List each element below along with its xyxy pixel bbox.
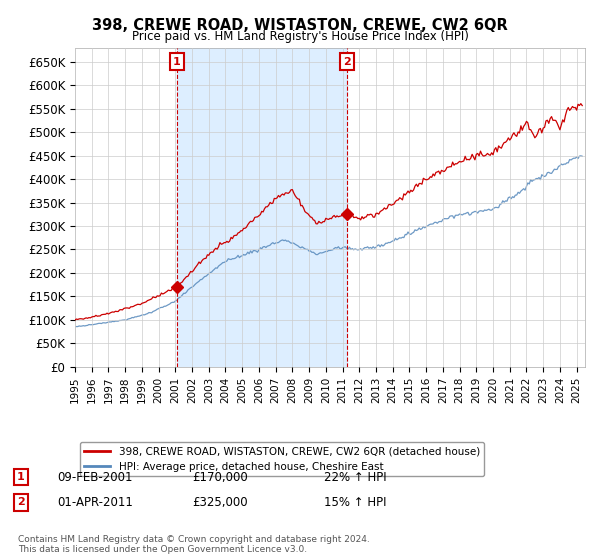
Text: 1: 1: [17, 472, 25, 482]
Text: £170,000: £170,000: [192, 470, 248, 484]
Text: 1: 1: [173, 57, 181, 67]
Text: 09-FEB-2001: 09-FEB-2001: [57, 470, 133, 484]
Text: Contains HM Land Registry data © Crown copyright and database right 2024.
This d: Contains HM Land Registry data © Crown c…: [18, 535, 370, 554]
Text: 22% ↑ HPI: 22% ↑ HPI: [324, 470, 386, 484]
Text: 01-APR-2011: 01-APR-2011: [57, 496, 133, 509]
Text: £325,000: £325,000: [192, 496, 248, 509]
Text: 2: 2: [343, 57, 350, 67]
Text: 2: 2: [17, 497, 25, 507]
Text: 398, CREWE ROAD, WISTASTON, CREWE, CW2 6QR: 398, CREWE ROAD, WISTASTON, CREWE, CW2 6…: [92, 18, 508, 33]
Text: 15% ↑ HPI: 15% ↑ HPI: [324, 496, 386, 509]
Legend: 398, CREWE ROAD, WISTASTON, CREWE, CW2 6QR (detached house), HPI: Average price,: 398, CREWE ROAD, WISTASTON, CREWE, CW2 6…: [80, 442, 484, 476]
Text: Price paid vs. HM Land Registry's House Price Index (HPI): Price paid vs. HM Land Registry's House …: [131, 30, 469, 43]
Bar: [177, 48, 347, 367]
